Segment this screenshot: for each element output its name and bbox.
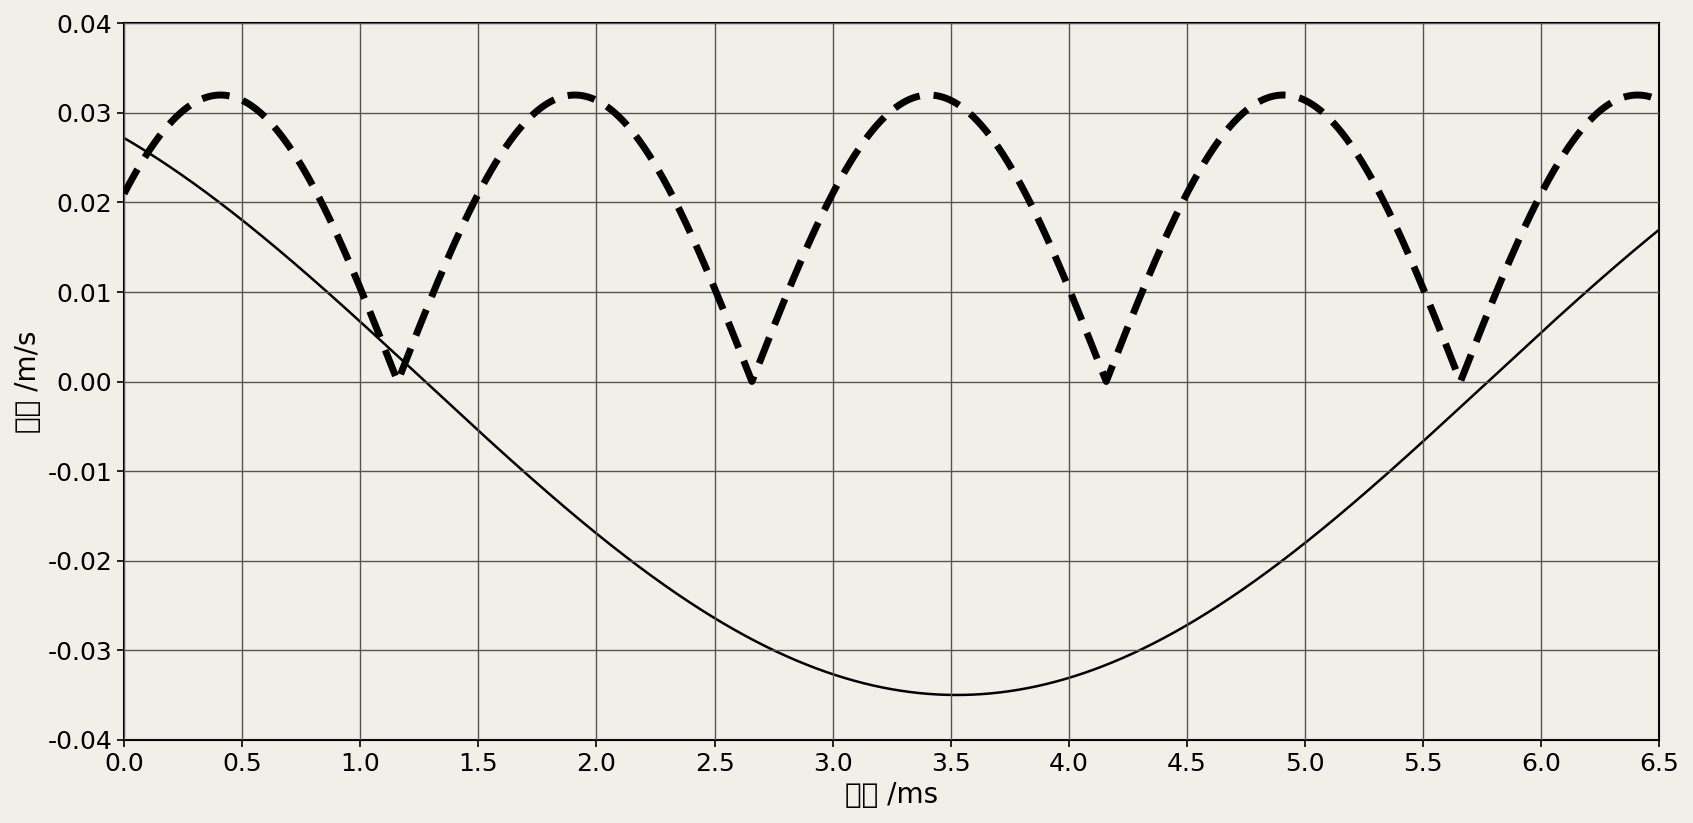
X-axis label: 时间 /ms: 时间 /ms: [845, 781, 938, 809]
Y-axis label: 速度 /m/s: 速度 /m/s: [14, 330, 42, 433]
